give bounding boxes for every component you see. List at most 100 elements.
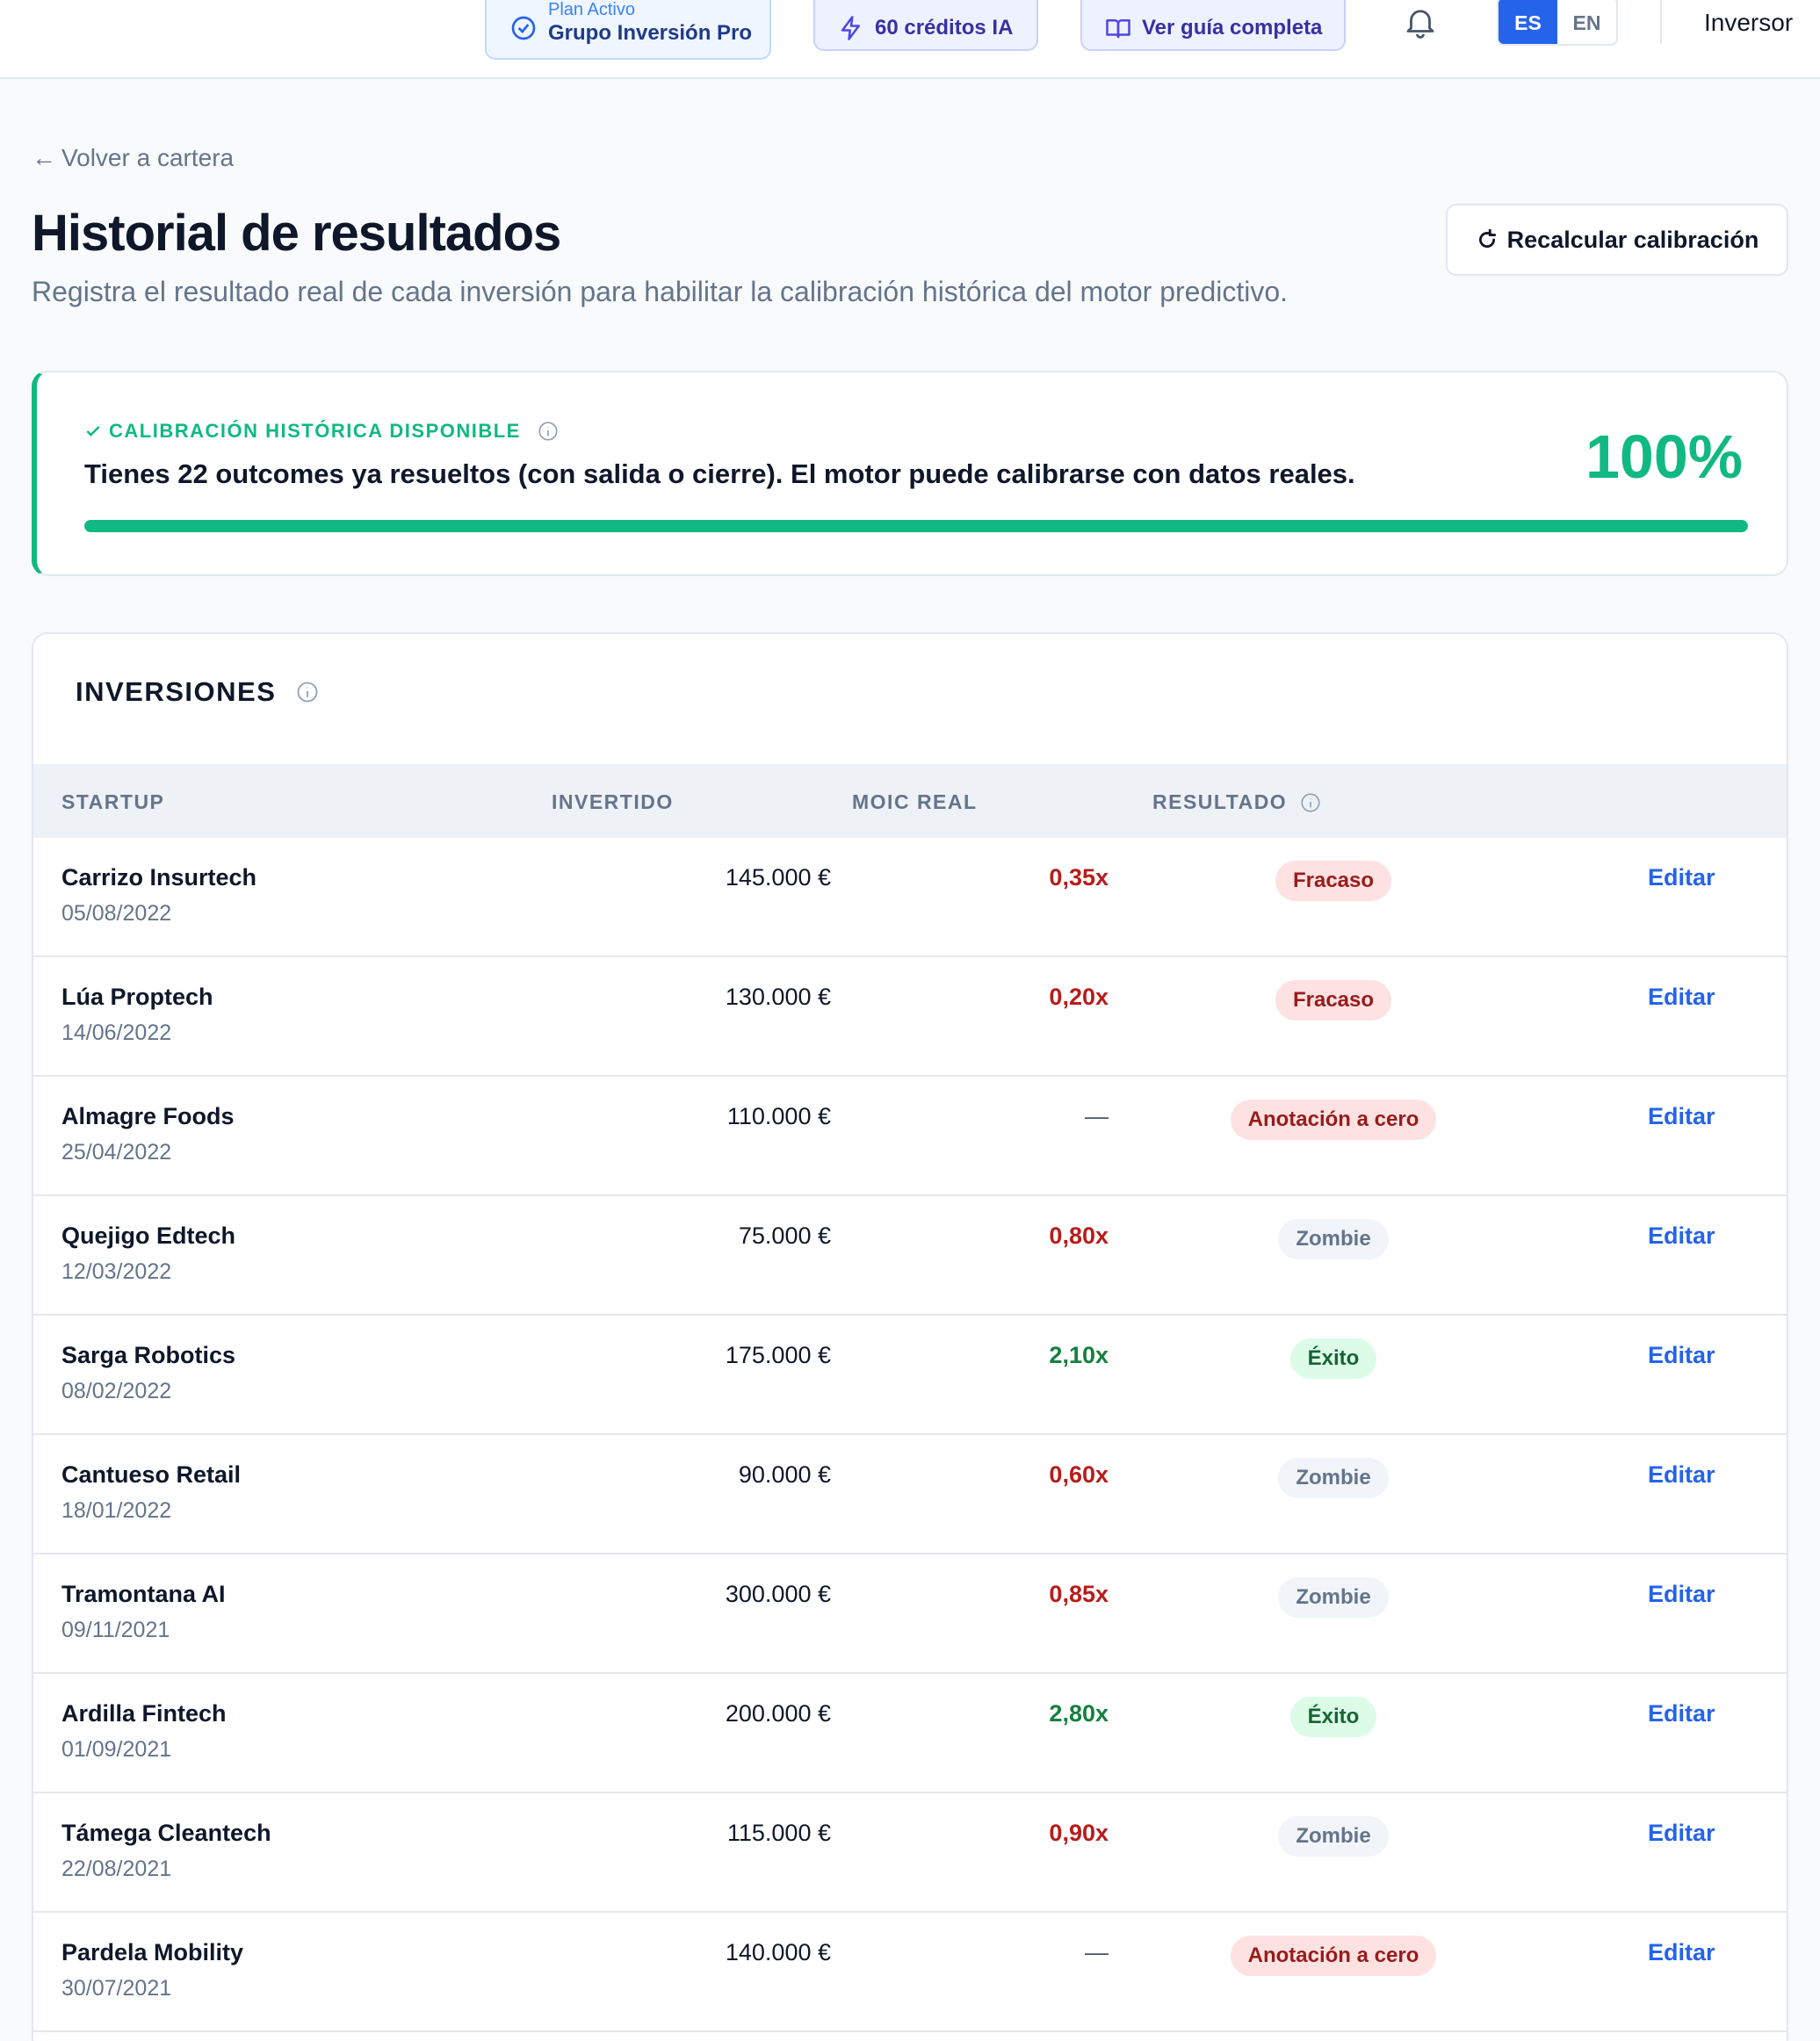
page-title: Historial de resultados [32,205,561,262]
bell-icon[interactable] [1402,2,1439,42]
result-badge: Anotación a cero [1230,1100,1437,1140]
result-badge: Éxito [1289,1697,1377,1737]
column-result[interactable]: RESULTADO [1152,790,1322,814]
result-badge: Zombie [1278,1577,1389,1618]
moic-value: 0,20x [1049,984,1109,1010]
moic-value: — [1085,1939,1109,1965]
result-badge: Zombie [1278,1219,1389,1259]
user-menu[interactable]: Inversor [1704,9,1794,36]
ai-credits-button[interactable]: 60 créditos IA [813,0,1038,51]
edit-button[interactable]: Editar [1648,1939,1715,1965]
table-row: Sarga Robotics 08/02/2022 175.000 € 2,10… [33,1316,1787,1435]
info-icon[interactable] [537,420,560,443]
result-badge: Zombie [1278,1816,1389,1857]
moic-value: 2,80x [1049,1700,1109,1727]
startup-name: Tramontana AI [61,1581,226,1607]
top-bar: Plan Activo Grupo Inversión Pro 60 crédi… [0,0,1820,79]
back-to-portfolio-link[interactable]: ← Volver a cartera [32,144,234,172]
table-row: Cantueso Retail 18/01/2022 90.000 € 0,60… [33,1435,1787,1554]
startup-name: Cantueso Retail [61,1461,242,1488]
edit-button[interactable]: Editar [1648,1461,1715,1488]
lang-en-button[interactable]: EN [1572,11,1601,34]
table-row: Pardela Mobility 30/07/2021 140.000 € — … [33,1913,1787,2032]
calibration-percent: 100% [1585,422,1743,491]
column-startup[interactable]: STARTUP [61,790,165,813]
startup-name: Ardilla Fintech [61,1700,227,1727]
table-row: Tramontana AI 09/11/2021 300.000 € 0,85x… [33,1554,1787,1674]
moic-value: 2,10x [1049,1342,1109,1368]
result-cell: Zombie [1158,1458,1509,1498]
investment-date: 12/03/2022 [61,1259,172,1284]
calibration-progress-bar [84,520,1748,532]
view-guide-button[interactable]: Ver guía completa [1080,0,1346,51]
result-cell: Zombie [1158,1219,1509,1259]
result-cell: Zombie [1158,1816,1509,1857]
invested-amount: 75.000 € [738,1222,831,1249]
investments-header: INVERSIONES [76,676,320,708]
table-row: Ardilla Fintech 01/09/2021 200.000 € 2,8… [33,1674,1787,1793]
calibration-kicker-label: CALIBRACIÓN HISTÓRICA DISPONIBLE [109,420,521,442]
invested-amount: 140.000 € [725,1939,831,1965]
result-cell: Éxito [1158,1697,1509,1737]
startup-name: Almagre Foods [61,1103,235,1129]
result-cell: Anotación a cero [1158,1936,1509,1976]
startup-name: Carrizo Insurtech [61,864,257,891]
result-cell: Éxito [1158,1338,1509,1379]
invested-amount: 175.000 € [725,1342,831,1368]
investment-date: 18/01/2022 [61,1498,172,1523]
investment-date: 22/08/2021 [61,1857,172,1881]
invested-amount: 110.000 € [726,1103,831,1129]
check-circle-icon [511,16,536,40]
edit-button[interactable]: Editar [1648,1820,1715,1846]
info-icon[interactable] [295,680,320,704]
startup-name: Quejigo Edtech [61,1222,236,1249]
divider [1660,0,1662,44]
edit-button[interactable]: Editar [1648,1222,1715,1249]
edit-button[interactable]: Editar [1648,1581,1715,1607]
edit-button[interactable]: Editar [1648,984,1715,1010]
moic-value: 0,90x [1049,1820,1109,1846]
info-icon[interactable] [1299,791,1322,814]
investment-date: 08/02/2022 [61,1379,172,1403]
edit-button[interactable]: Editar [1648,1700,1715,1727]
column-invested[interactable]: INVERTIDO [552,790,674,813]
table-row: Támega Cleantech 22/08/2021 115.000 € 0,… [33,1793,1787,1913]
investment-date: 01/09/2021 [61,1737,172,1762]
table-row: Carrizo Insurtech 05/08/2022 145.000 € 0… [33,838,1787,957]
page-subtitle: Registra el resultado real de cada inver… [32,276,1289,307]
edit-button[interactable]: Editar [1648,864,1715,891]
active-plan-badge[interactable]: Plan Activo Grupo Inversión Pro [485,0,771,60]
edit-button[interactable]: Editar [1648,1342,1715,1368]
lang-es-button[interactable]: ES [1499,0,1557,44]
investment-date: 25/04/2022 [61,1140,172,1165]
table-row: Lúa Proptech 14/06/2022 130.000 € 0,20x … [33,957,1787,1077]
moic-value: 0,80x [1049,1222,1109,1249]
table-row: Almagre Foods 25/04/2022 110.000 € — Ano… [33,1077,1787,1196]
startup-name: Lúa Proptech [61,984,213,1010]
invested-amount: 115.000 € [726,1820,831,1846]
table-row: Quejigo Edtech 12/03/2022 75.000 € 0,80x… [33,1196,1787,1316]
language-switcher: ES EN [1497,0,1618,46]
plan-name: Grupo Inversión Pro [548,21,753,45]
plan-label: Plan Activo [548,0,635,19]
column-result-label: RESULTADO [1152,790,1288,813]
result-cell: Fracaso [1158,861,1509,901]
arrow-left-icon: ← [32,144,56,171]
ai-credits-label: 60 créditos IA [875,16,1014,40]
invested-amount: 145.000 € [725,864,831,891]
startup-name: Sarga Robotics [61,1342,236,1368]
calibration-card: CALIBRACIÓN HISTÓRICA DISPONIBLE Tienes … [32,371,1788,576]
edit-button[interactable]: Editar [1648,1103,1715,1129]
moic-value: 0,35x [1049,864,1109,891]
book-open-icon [1106,19,1130,39]
back-link-label: Volver a cartera [61,144,235,171]
invested-amount: 130.000 € [725,984,831,1010]
recalculate-calibration-button[interactable]: Recalcular calibración [1446,204,1788,276]
recalculate-label: Recalcular calibración [1506,226,1759,253]
result-badge: Anotación a cero [1230,1936,1437,1976]
result-badge: Fracaso [1275,861,1392,901]
investments-card: INVERSIONES STARTUP INVERTIDO MOIC REAL … [32,632,1788,2041]
investment-date: 14/06/2022 [61,1020,172,1045]
column-moic[interactable]: MOIC REAL [852,790,978,813]
investment-date: 30/07/2021 [61,1976,172,2001]
